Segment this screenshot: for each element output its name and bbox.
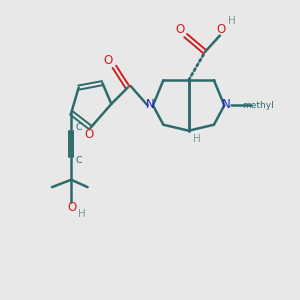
Text: C: C: [75, 157, 82, 166]
Text: methyl: methyl: [242, 101, 274, 110]
Text: H: H: [193, 134, 201, 144]
Text: O: O: [68, 202, 77, 214]
Text: O: O: [104, 54, 113, 67]
Text: O: O: [175, 23, 184, 36]
Text: O: O: [84, 128, 94, 141]
Text: C: C: [75, 123, 82, 132]
Text: H: H: [229, 16, 236, 26]
Text: N: N: [222, 98, 231, 111]
Text: O: O: [217, 22, 226, 35]
Text: H: H: [78, 209, 86, 220]
Text: N: N: [146, 98, 154, 111]
